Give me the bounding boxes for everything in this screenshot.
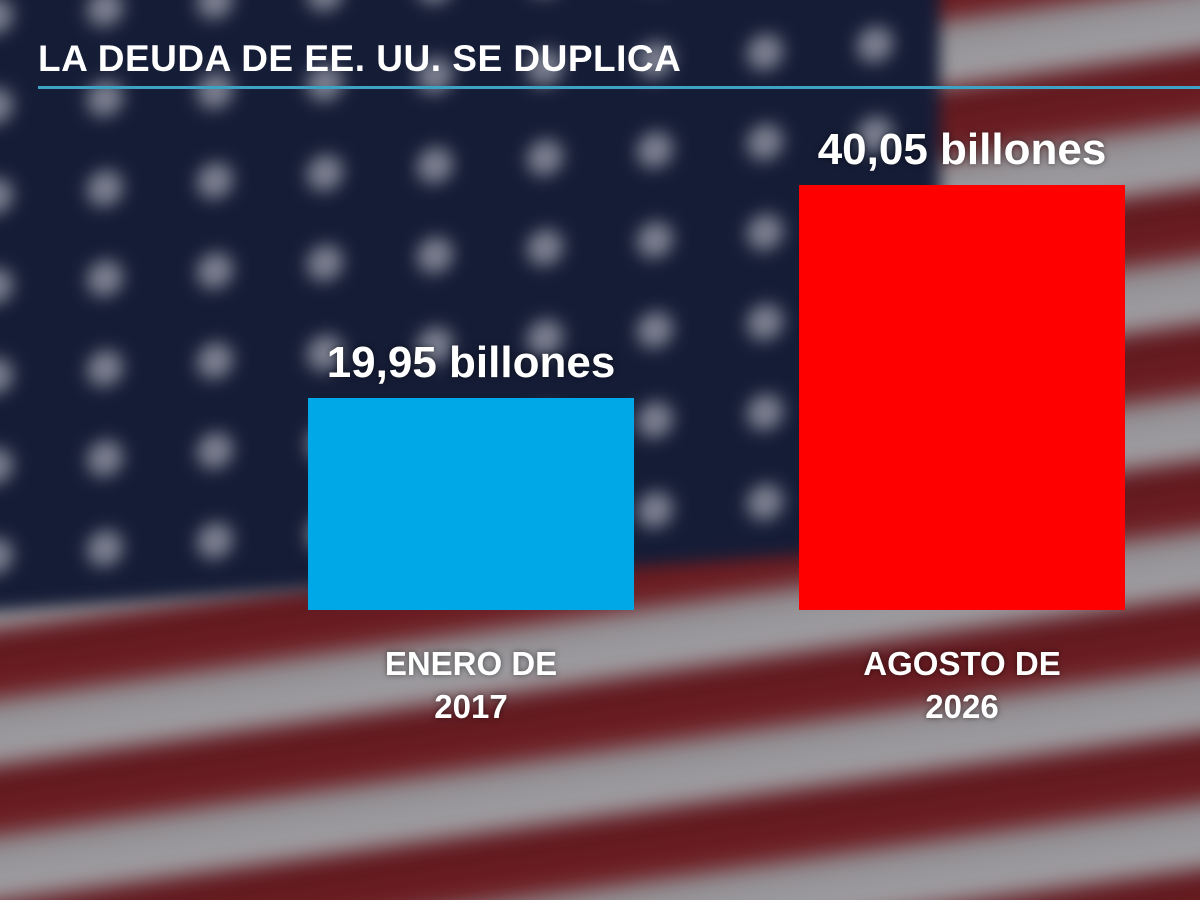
category-label: AGOSTO DE 2026 (863, 645, 1061, 725)
chart-title: LA DEUDA DE EE. UU. SE DUPLICA (38, 38, 682, 79)
value-label: 19,95 billones (326, 338, 616, 388)
bar (799, 185, 1125, 610)
bar (308, 398, 634, 610)
value-label: 40,05 billones (817, 125, 1107, 174)
category-label: ENERO DE 2017 (384, 645, 558, 725)
title-rule (38, 86, 1200, 89)
